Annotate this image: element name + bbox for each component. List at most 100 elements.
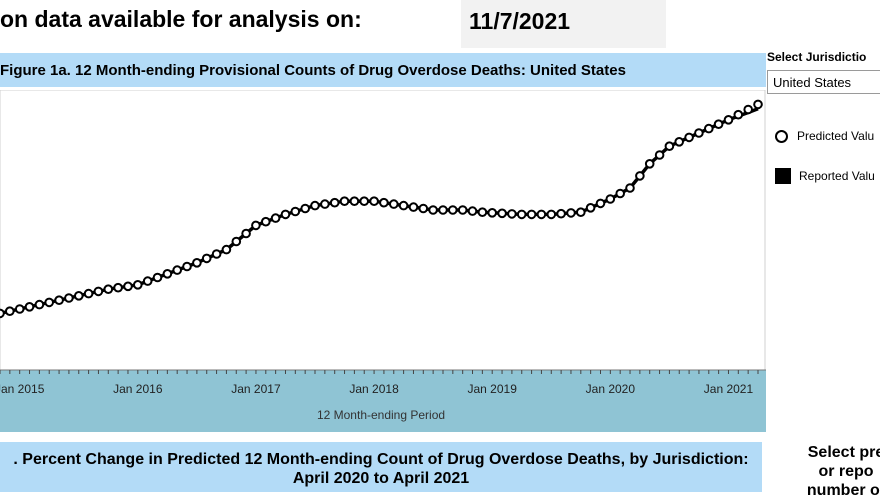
predicted-point xyxy=(457,205,468,215)
open-circle-icon xyxy=(775,129,788,143)
predicted-point xyxy=(34,299,45,310)
figure-1a-title: Figure 1a. 12 Month-ending Provisional C… xyxy=(0,53,766,87)
predicted-point xyxy=(408,202,419,212)
predicted-point xyxy=(507,209,517,219)
predicted-point xyxy=(438,205,448,215)
predicted-point xyxy=(0,308,5,319)
x-tick-label: Jan 2018 xyxy=(349,382,399,396)
predicted-point xyxy=(221,244,232,255)
predicted-point xyxy=(270,213,281,223)
predicted-point xyxy=(556,208,566,219)
x-tick-label: Jan 2021 xyxy=(704,382,754,396)
predicted-point xyxy=(694,128,704,138)
predicted-point xyxy=(743,104,754,115)
predicted-point xyxy=(300,203,311,214)
predicted-point xyxy=(635,171,645,181)
page-headline: on data available for analysis on: xyxy=(0,6,362,32)
predicted-point xyxy=(753,99,763,110)
predicted-point xyxy=(349,196,360,206)
predicted-point xyxy=(516,209,527,220)
predicted-point xyxy=(142,276,153,286)
x-tick-label: Jan 2020 xyxy=(586,382,636,396)
x-tick-label: Jan 2019 xyxy=(468,382,518,396)
predicted-point xyxy=(133,280,143,290)
predicted-point xyxy=(24,302,35,312)
predicted-point xyxy=(585,203,596,213)
analysis-date: 11/7/2021 xyxy=(461,0,666,48)
legend-predicted[interactable]: Predicted Valu xyxy=(775,129,874,143)
predicted-point xyxy=(546,209,557,220)
predicted-point xyxy=(103,284,114,294)
overdose-line-chart: Jan 2015 Jan 2016 Jan 2017 Jan 2018 Jan 2019… xyxy=(0,90,766,432)
x-axis-title: 12 Month-ending Period xyxy=(317,408,445,422)
predicted-point xyxy=(704,123,714,134)
predicted-point xyxy=(615,188,626,199)
predicted-point xyxy=(83,288,94,299)
filled-square-icon xyxy=(775,168,791,184)
figure-2-title-line1: . Percent Change in Predicted 12 Month-e… xyxy=(13,451,749,468)
predicted-point xyxy=(566,208,576,218)
x-tick-label: Jan 2016 xyxy=(113,382,163,396)
right-panel-instructions: Select pre or repo number of xyxy=(806,444,880,499)
predicted-point xyxy=(320,199,330,209)
predicted-point xyxy=(625,183,635,193)
predicted-point xyxy=(684,132,694,143)
x-tick-label: Jan 2017 xyxy=(231,382,281,396)
predicted-point xyxy=(497,208,507,219)
predicted-point xyxy=(389,199,399,209)
predicted-point xyxy=(182,261,192,272)
predicted-point xyxy=(44,297,55,308)
predicted-point xyxy=(310,200,320,211)
predicted-point xyxy=(418,203,429,214)
predicted-point xyxy=(339,196,350,206)
jurisdiction-select[interactable]: United States xyxy=(767,70,880,94)
predicted-point xyxy=(536,209,547,220)
predicted-point xyxy=(477,207,488,217)
predicted-point xyxy=(664,141,675,152)
predicted-point xyxy=(54,295,64,305)
jurisdiction-select-label: Select Jurisdictio xyxy=(767,50,867,64)
x-axis-tick-labels: Jan 2015 Jan 2016 Jan 2017 Jan 2018 Jan 2019… xyxy=(0,382,753,396)
predicted-point xyxy=(379,197,389,208)
predicted-point xyxy=(211,249,222,259)
predicted-point xyxy=(644,159,655,169)
predicted-point xyxy=(123,281,133,292)
predicted-point xyxy=(674,137,685,147)
predicted-point xyxy=(231,236,242,247)
plot-area xyxy=(0,90,766,371)
predicted-point xyxy=(261,216,271,227)
predicted-point xyxy=(595,198,606,209)
figure-2-title-line2: April 2020 to April 2021 xyxy=(292,470,470,487)
predicted-point xyxy=(93,286,104,297)
x-axis-ticks xyxy=(0,370,759,374)
predicted-point xyxy=(201,253,212,264)
predicted-point xyxy=(359,196,370,206)
predicted-point xyxy=(113,282,123,293)
predicted-point xyxy=(192,258,202,268)
figure-2-title: . Percent Change in Predicted 12 Month-e… xyxy=(0,442,762,492)
predicted-point xyxy=(448,205,458,215)
predicted-series-points xyxy=(0,99,763,319)
predicted-point xyxy=(290,206,301,217)
predicted-point xyxy=(526,209,537,220)
predicted-point xyxy=(251,220,261,231)
legend-reported-label: Reported Valu xyxy=(799,169,875,183)
legend-predicted-label: Predicted Valu xyxy=(797,129,875,143)
predicted-point xyxy=(329,197,340,208)
predicted-point xyxy=(487,208,498,218)
x-tick-label: Jan 2015 xyxy=(0,382,45,396)
predicted-point xyxy=(280,209,291,220)
legend-reported[interactable]: Reported Valu xyxy=(775,168,875,184)
predicted-point xyxy=(654,150,665,160)
predicted-point xyxy=(172,265,182,275)
predicted-point xyxy=(64,293,74,303)
predicted-point xyxy=(428,205,438,215)
predicted-point xyxy=(398,200,409,211)
predicted-point xyxy=(576,207,586,217)
predicted-point xyxy=(733,109,744,120)
predicted-point xyxy=(5,306,15,316)
predicted-point xyxy=(605,194,616,204)
predicted-point xyxy=(713,119,724,130)
predicted-point xyxy=(369,196,379,206)
predicted-point xyxy=(152,272,163,283)
